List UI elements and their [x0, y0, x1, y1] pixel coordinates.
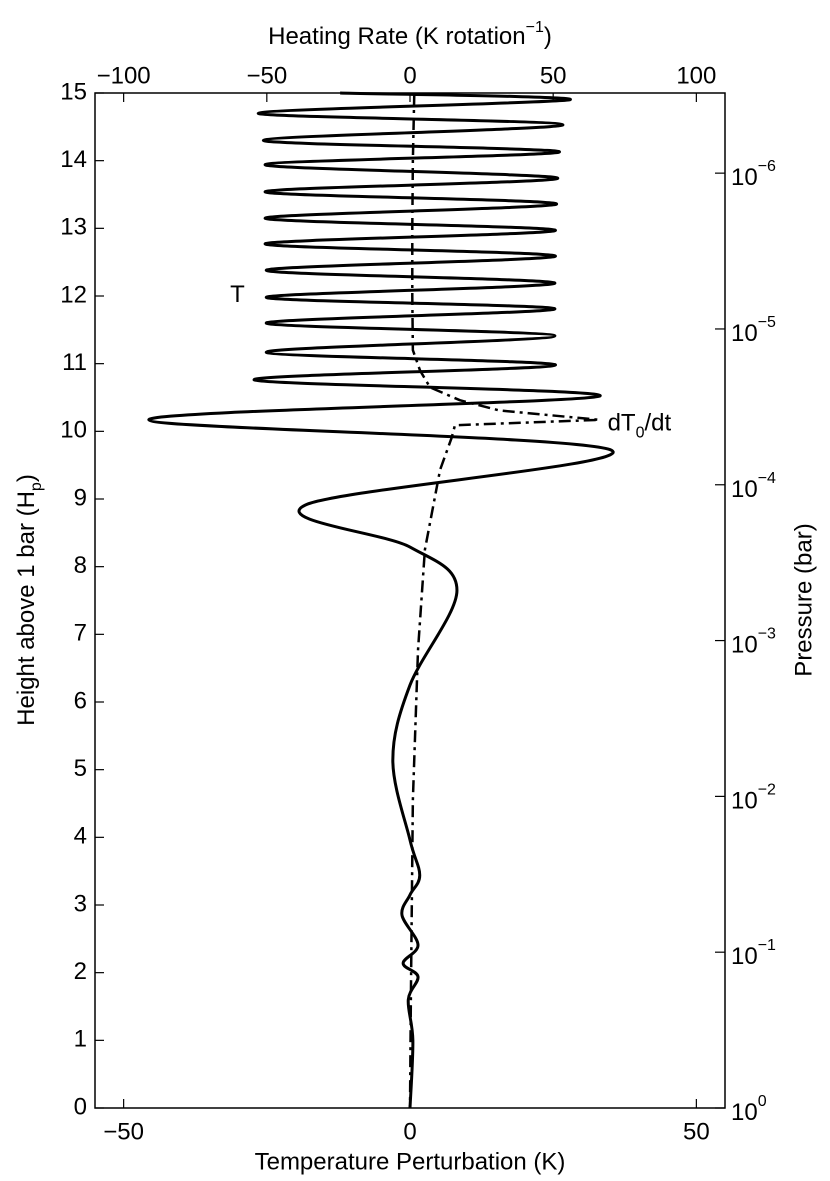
annotation-part: /dt — [645, 410, 672, 437]
y2-tick-exponent: −4 — [758, 470, 776, 487]
y-tick-label: 0 — [74, 1093, 87, 1120]
y-tick-label: 7 — [74, 620, 87, 647]
y2-tick-label: 10−1 — [731, 937, 776, 970]
y-tick-label: 14 — [60, 146, 87, 173]
y2-tick-label: 10−4 — [731, 470, 776, 503]
y-tick-label: 4 — [74, 823, 87, 850]
annotation-part: dT — [608, 410, 636, 437]
y2-tick-exponent: 0 — [758, 1093, 767, 1110]
y-tick-label: 10 — [60, 417, 87, 444]
y-tick-label: 5 — [74, 755, 87, 782]
x2-axis-title-part: ) — [544, 23, 552, 50]
y-axis-title: Height above 1 bar (Hp) — [13, 474, 45, 726]
y2-tick-base: 10 — [731, 944, 758, 971]
x2-tick-label: 100 — [676, 62, 716, 89]
y-tick-label: 2 — [74, 958, 87, 985]
y2-tick-exponent: −2 — [758, 782, 776, 799]
y2-tick-base: 10 — [731, 320, 758, 347]
x2-axis-title-part: −1 — [526, 19, 544, 36]
y-tick-label: 11 — [62, 349, 87, 376]
y2-tick-base: 10 — [731, 632, 758, 659]
y-axis-title-part: ) — [13, 474, 40, 482]
y2-tick-label: 100 — [731, 1093, 767, 1126]
x2-axis-title-part: Heating Rate (K rotation — [268, 23, 525, 50]
y2-tick-base: 10 — [731, 164, 758, 191]
y-tick-label: 13 — [60, 214, 87, 241]
y2-tick-exponent: −5 — [758, 314, 776, 331]
y2-tick-label: 10−3 — [731, 626, 776, 659]
x2-tick-label: 0 — [403, 62, 416, 89]
annotation: dT0/dt — [608, 410, 672, 442]
y2-tick-base: 10 — [731, 788, 758, 815]
y-axis-title-part: p — [28, 482, 45, 491]
x2-tick-label: 50 — [540, 62, 567, 89]
y2-tick-exponent: −1 — [758, 937, 776, 954]
y2-tick-label: 10−6 — [731, 158, 776, 191]
x-axis-title: Temperature Perturbation (K) — [255, 1148, 566, 1175]
y2-tick-label: 10−5 — [731, 314, 776, 347]
x-tick-label: 0 — [403, 1118, 416, 1145]
x-tick-label: 50 — [683, 1118, 710, 1145]
y2-axis-title: Pressure (bar) — [790, 523, 817, 676]
y2-tick-base: 10 — [731, 476, 758, 503]
y2-tick-base: 10 — [731, 1099, 758, 1126]
x2-axis-title: Heating Rate (K rotation−1) — [268, 19, 552, 50]
y-tick-label: 12 — [60, 281, 87, 308]
annotation-part: 0 — [636, 425, 645, 442]
y-tick-label: 6 — [74, 687, 87, 714]
y-tick-label: 3 — [74, 890, 87, 917]
heating-rate-line — [408, 92, 601, 1109]
x2-tick-label: −100 — [97, 62, 151, 89]
annotation: T — [230, 281, 245, 308]
y-tick-label: 1 — [74, 1026, 87, 1053]
y2-tick-exponent: −6 — [758, 158, 776, 175]
x-tick-label: −50 — [103, 1118, 144, 1145]
y-axis-title-part: Height above 1 bar (H — [13, 491, 40, 726]
y-tick-label: 15 — [60, 78, 87, 105]
y-tick-label: 9 — [74, 484, 87, 511]
y2-tick-exponent: −3 — [758, 626, 776, 643]
x2-tick-label: −50 — [246, 62, 287, 89]
annotation-part: T — [230, 281, 245, 308]
y2-tick-label: 10−2 — [731, 782, 776, 815]
temperature-line — [147, 91, 615, 1109]
y-tick-label: 8 — [74, 552, 87, 579]
